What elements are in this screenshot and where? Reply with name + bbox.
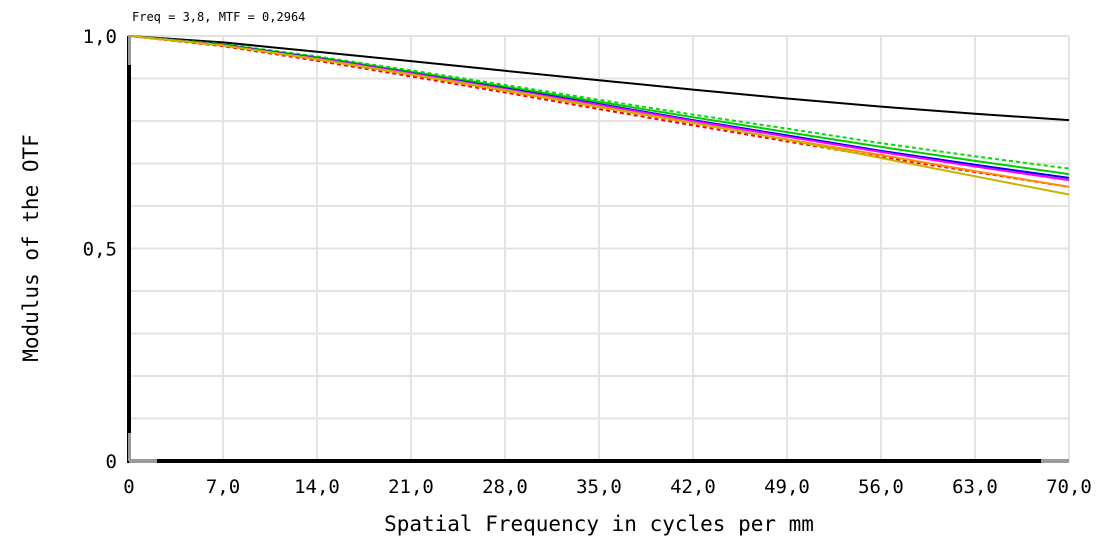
series-line-1 — [128, 35, 1070, 122]
y-tick-label: 0,5 — [83, 239, 117, 261]
x-tick-label: 14,0 — [294, 476, 340, 498]
series-line-8 — [128, 35, 1070, 196]
x-tick-label: 21,0 — [388, 476, 434, 498]
series-line-6 — [128, 35, 1070, 188]
x-tick-label: 35,0 — [576, 476, 622, 498]
x-tick-label: 49,0 — [764, 476, 810, 498]
tick-labels: 0 7,0 14,0 21,0 28,0 35,0 42,0 49,0 56,0 63,0 70,0… — [83, 26, 1092, 498]
x-tick-label: 7,0 — [206, 476, 240, 498]
cursor-readout: Freq = 3,8, MTF = 0,2964 — [132, 10, 305, 24]
y-axis-title: Modulus of the OTF — [19, 134, 43, 362]
y-tick-label: 1,0 — [83, 26, 117, 48]
y-scrollbar-bottom — [128, 433, 131, 461]
x-tick-label: 0 — [123, 476, 134, 498]
y-tick-label: 0 — [106, 451, 117, 473]
x-tick-label: 28,0 — [482, 476, 528, 498]
x-axis-title: Spatial Frequency in cycles per mm — [384, 512, 814, 536]
x-tick-label: 63,0 — [952, 476, 998, 498]
x-tick-label: 70,0 — [1046, 476, 1092, 498]
x-scrollbar-right — [1041, 459, 1069, 463]
x-tick-label: 42,0 — [670, 476, 716, 498]
x-tick-label: 56,0 — [858, 476, 904, 498]
axes — [127, 35, 1069, 463]
x-scrollbar-left — [129, 459, 157, 463]
grid — [129, 35, 1070, 461]
y-scrollbar-top — [128, 35, 131, 65]
series-layer — [128, 35, 1070, 196]
